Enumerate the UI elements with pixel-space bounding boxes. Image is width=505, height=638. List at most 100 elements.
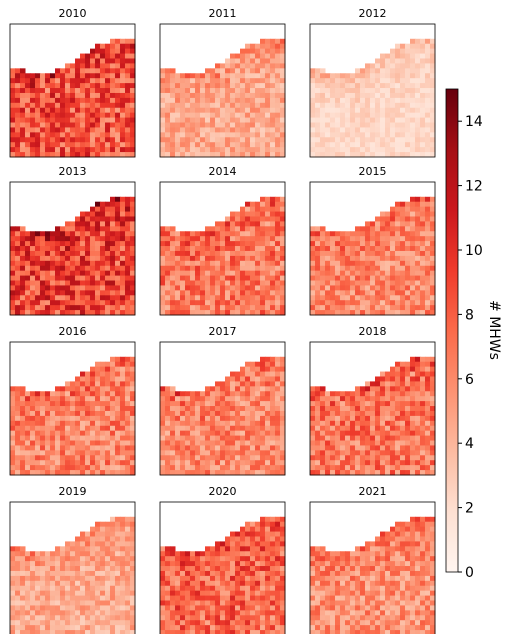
heat-cell bbox=[400, 362, 406, 367]
heat-cell bbox=[320, 411, 326, 416]
heat-cell bbox=[160, 445, 166, 450]
heat-cell bbox=[395, 108, 401, 113]
heat-cell bbox=[265, 236, 271, 241]
heat-cell bbox=[115, 586, 121, 591]
heat-cell bbox=[110, 605, 116, 610]
heat-cell bbox=[265, 305, 271, 310]
heat-cell bbox=[120, 441, 126, 446]
heat-cell bbox=[45, 465, 51, 470]
heat-cell bbox=[95, 605, 101, 610]
heat-cell bbox=[110, 207, 116, 212]
heat-cell bbox=[95, 532, 101, 537]
heat-cell bbox=[410, 372, 416, 377]
heat-cell bbox=[240, 305, 246, 310]
heat-cell bbox=[175, 421, 181, 426]
heat-cell bbox=[70, 93, 76, 98]
heat-cell bbox=[415, 44, 421, 49]
heat-cell bbox=[100, 630, 106, 634]
heat-cell bbox=[25, 132, 31, 137]
heat-cell bbox=[60, 591, 66, 596]
heat-cell bbox=[20, 73, 26, 78]
heat-cell bbox=[270, 197, 276, 202]
heat-cell bbox=[255, 455, 261, 460]
heat-cell bbox=[225, 460, 231, 465]
heat-cell bbox=[75, 441, 81, 446]
heat-cell bbox=[165, 276, 171, 281]
heat-cell bbox=[310, 113, 316, 118]
heat-cell bbox=[125, 276, 131, 281]
heat-cell bbox=[225, 266, 231, 271]
heat-cell bbox=[410, 226, 416, 231]
heat-cell bbox=[100, 610, 106, 615]
heat-cell bbox=[210, 285, 216, 290]
heat-cell bbox=[400, 241, 406, 246]
heat-cell bbox=[370, 295, 376, 300]
heat-cell bbox=[85, 118, 91, 123]
heat-cell bbox=[170, 226, 176, 231]
heat-cell bbox=[125, 63, 131, 68]
heat-cell bbox=[225, 381, 231, 386]
heat-cell bbox=[90, 49, 96, 54]
heat-cell bbox=[315, 421, 321, 426]
heat-cell bbox=[255, 281, 261, 286]
heat-cell bbox=[420, 103, 426, 108]
heat-cell bbox=[415, 236, 421, 241]
heat-cell bbox=[20, 108, 26, 113]
heat-cell bbox=[325, 271, 331, 276]
heat-cell bbox=[50, 556, 56, 561]
heat-cell bbox=[65, 266, 71, 271]
heat-cell bbox=[260, 266, 266, 271]
heat-cell bbox=[80, 625, 86, 630]
heat-cell bbox=[215, 83, 221, 88]
heat-cell bbox=[85, 58, 91, 63]
heat-cell bbox=[100, 127, 106, 132]
heat-cell bbox=[190, 276, 196, 281]
heat-cell bbox=[245, 436, 251, 441]
heat-cell bbox=[175, 281, 181, 286]
heat-cell bbox=[320, 450, 326, 455]
heat-cell bbox=[165, 226, 171, 231]
heat-cell bbox=[50, 93, 56, 98]
heat-cell bbox=[70, 381, 76, 386]
heat-cell bbox=[35, 566, 41, 571]
heat-cell bbox=[360, 276, 366, 281]
heat-cell bbox=[200, 271, 206, 276]
heat-cell bbox=[100, 147, 106, 152]
heat-cell bbox=[70, 256, 76, 261]
heat-cell bbox=[50, 118, 56, 123]
heat-cell bbox=[105, 601, 111, 606]
heat-cell bbox=[330, 113, 336, 118]
heat-cell bbox=[400, 83, 406, 88]
heat-cell bbox=[15, 615, 21, 620]
heat-cell bbox=[115, 367, 121, 372]
heat-cell bbox=[110, 362, 116, 367]
heat-cell bbox=[350, 295, 356, 300]
heat-cell bbox=[40, 251, 46, 256]
heat-cell bbox=[120, 236, 126, 241]
heat-cell bbox=[410, 450, 416, 455]
heat-cell bbox=[355, 396, 361, 401]
heat-cell bbox=[75, 78, 81, 83]
heat-cell bbox=[370, 123, 376, 128]
heat-cell bbox=[50, 625, 56, 630]
heat-cell bbox=[160, 241, 166, 246]
heat-cell bbox=[65, 73, 71, 78]
heat-cell bbox=[220, 436, 226, 441]
heat-cell bbox=[125, 421, 131, 426]
heat-cell bbox=[215, 118, 221, 123]
heat-cell bbox=[45, 411, 51, 416]
heat-cell bbox=[115, 376, 121, 381]
heat-cell bbox=[60, 581, 66, 586]
heat-cell bbox=[255, 421, 261, 426]
heat-cell bbox=[90, 465, 96, 470]
heat-cell bbox=[65, 123, 71, 128]
heat-cell bbox=[345, 416, 351, 421]
heat-cell bbox=[40, 261, 46, 266]
heat-cell bbox=[415, 39, 421, 44]
heat-cell bbox=[260, 73, 266, 78]
heat-cell bbox=[375, 396, 381, 401]
heat-cell bbox=[255, 216, 261, 221]
heat-cell bbox=[335, 118, 341, 123]
heat-cell bbox=[10, 431, 16, 436]
heat-cell bbox=[230, 221, 236, 226]
